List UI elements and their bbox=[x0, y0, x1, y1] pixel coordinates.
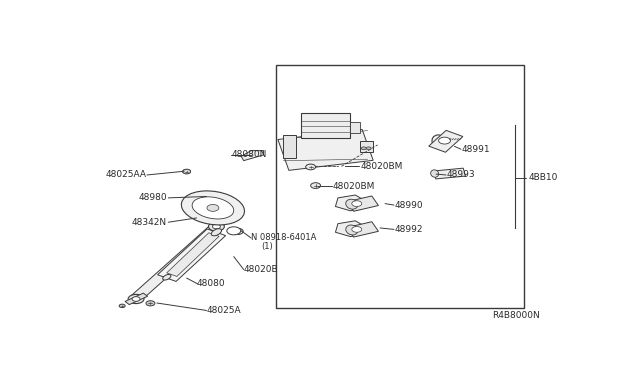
Polygon shape bbox=[433, 168, 465, 179]
Circle shape bbox=[146, 301, 155, 306]
Circle shape bbox=[182, 169, 191, 174]
Polygon shape bbox=[347, 196, 378, 211]
Circle shape bbox=[207, 205, 219, 211]
Text: 48992: 48992 bbox=[395, 225, 424, 234]
Ellipse shape bbox=[211, 229, 221, 236]
Polygon shape bbox=[157, 229, 226, 282]
Polygon shape bbox=[347, 222, 378, 237]
Circle shape bbox=[128, 294, 144, 304]
Ellipse shape bbox=[346, 199, 358, 209]
Ellipse shape bbox=[431, 170, 438, 177]
Polygon shape bbox=[278, 129, 373, 170]
Polygon shape bbox=[166, 233, 219, 276]
Text: 48020BM: 48020BM bbox=[360, 162, 403, 171]
Polygon shape bbox=[335, 195, 363, 211]
Text: 48342N: 48342N bbox=[132, 218, 167, 227]
Polygon shape bbox=[335, 221, 363, 237]
Circle shape bbox=[209, 222, 225, 231]
Bar bbox=[301, 113, 350, 138]
Polygon shape bbox=[429, 130, 463, 152]
Polygon shape bbox=[125, 293, 148, 305]
Ellipse shape bbox=[346, 225, 358, 235]
Circle shape bbox=[361, 147, 366, 150]
Polygon shape bbox=[241, 151, 264, 161]
Ellipse shape bbox=[432, 135, 447, 149]
Circle shape bbox=[352, 201, 362, 206]
Circle shape bbox=[212, 224, 220, 229]
Text: 48025A: 48025A bbox=[207, 306, 241, 315]
Text: (1): (1) bbox=[261, 242, 273, 251]
Ellipse shape bbox=[163, 275, 171, 280]
Text: 48020BM: 48020BM bbox=[333, 182, 375, 191]
Text: 48991: 48991 bbox=[462, 145, 490, 154]
Circle shape bbox=[182, 169, 191, 174]
Text: 48020B: 48020B bbox=[244, 265, 278, 274]
Text: 48980: 48980 bbox=[138, 193, 167, 202]
Circle shape bbox=[438, 137, 451, 144]
Text: 48990: 48990 bbox=[395, 201, 424, 209]
Circle shape bbox=[366, 147, 371, 150]
Text: 48080N: 48080N bbox=[231, 150, 267, 160]
Circle shape bbox=[119, 304, 125, 308]
Text: N 08918-6401A: N 08918-6401A bbox=[251, 234, 317, 243]
Bar bbox=[360, 141, 372, 152]
Ellipse shape bbox=[192, 197, 234, 219]
Text: 48025AA: 48025AA bbox=[106, 170, 147, 179]
Circle shape bbox=[232, 228, 243, 235]
Polygon shape bbox=[132, 225, 222, 299]
Circle shape bbox=[306, 164, 316, 170]
Bar bbox=[284, 135, 296, 158]
Text: 48080: 48080 bbox=[196, 279, 225, 288]
Circle shape bbox=[132, 297, 140, 301]
Circle shape bbox=[227, 227, 241, 235]
Text: 4BB10: 4BB10 bbox=[529, 173, 558, 182]
Circle shape bbox=[310, 183, 321, 189]
Text: R4B8000N: R4B8000N bbox=[492, 311, 540, 320]
Bar bbox=[350, 122, 360, 134]
Text: 48993: 48993 bbox=[447, 170, 476, 179]
Bar bbox=[276, 65, 524, 308]
Circle shape bbox=[352, 227, 362, 232]
Ellipse shape bbox=[181, 191, 244, 225]
